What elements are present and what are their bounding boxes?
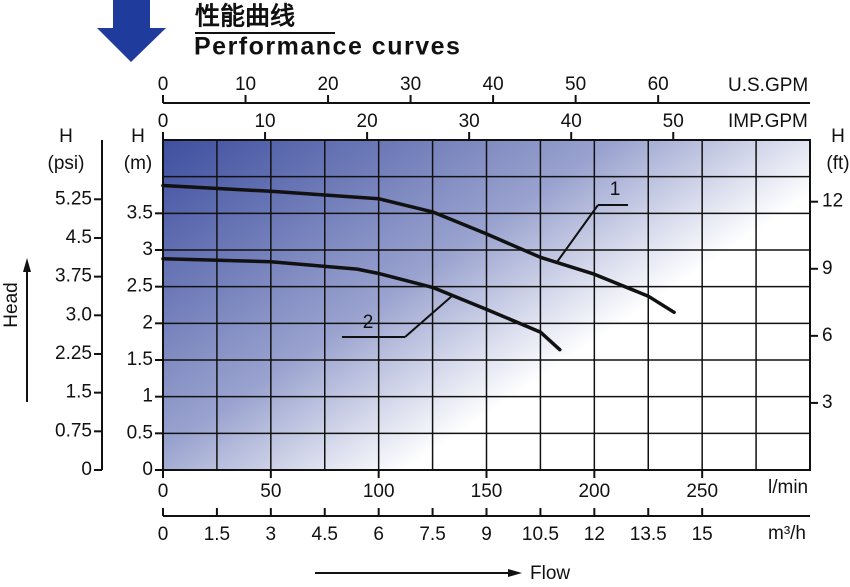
x-tick-label: 4.5 [312,524,338,545]
x-tick-label: 20 [317,74,338,95]
x-tick-label: 0 [158,524,169,545]
x-tick-label: 30 [400,74,421,95]
y-tick-label: 0.75 [55,420,92,441]
x-tick-label: 50 [663,111,684,132]
y-axis-name: H [131,126,145,147]
x-tick-label: 50 [260,481,281,502]
x-tick-label: 40 [483,74,504,95]
performance-curve [161,257,562,352]
y-tick-label: 6 [822,325,833,346]
x-axis-unit: l/min [768,477,808,498]
y-axis-title: Head [1,282,22,327]
x-tick-label: 13.5 [630,524,667,545]
y-tick-label: 1.5 [66,382,92,403]
x-tick-label: 0 [158,481,169,502]
y-axis-name: H [59,126,73,147]
y-tick-label: 0 [142,459,153,480]
y-tick-label: 5.25 [55,188,92,209]
x-tick-label: 40 [561,111,582,132]
x-tick-label: 150 [471,481,503,502]
x-axis-unit: m³/h [768,523,806,544]
callout-line [404,295,453,338]
y-tick-label: 0 [81,459,92,480]
curve-label: 2 [363,312,374,333]
y-tick-label: 0.5 [127,422,153,443]
y-axis-unit: (m) [124,153,152,174]
x-axis-unit: IMP.GPM [728,111,808,132]
x-tick-label: 50 [565,74,586,95]
x-tick-label: 60 [648,74,669,95]
x-tick-label: 0 [158,74,169,95]
x-tick-label: 250 [686,481,718,502]
y-tick-label: 3.5 [127,202,153,223]
x-tick-label: 100 [363,481,395,502]
x-tick-label: 12 [584,524,605,545]
y-axis-unit: (psi) [48,153,85,174]
head-arrow-head [23,258,31,272]
x-tick-label: 10.5 [522,524,559,545]
y-axis-name: H [831,126,845,147]
x-tick-label: 6 [373,524,384,545]
y-tick-label: 2.25 [55,343,92,364]
x-tick-label: 3 [266,524,277,545]
x-tick-label: 200 [578,481,610,502]
y-tick-label: 3 [142,239,153,260]
y-tick-label: 2.5 [127,276,153,297]
y-axis-unit: (ft) [826,153,849,174]
y-tick-label: 3 [822,392,833,413]
x-tick-label: 10 [235,74,256,95]
x-axis-title: Flow [530,563,570,582]
y-tick-label: 4.5 [66,227,92,248]
y-tick-label: 12 [822,191,843,212]
chart-subtitle: Performance curves [194,33,461,61]
x-tick-label: 30 [459,111,480,132]
curve-label: 1 [610,179,621,200]
x-axis-unit: U.S.GPM [728,75,808,96]
y-tick-label: 1.5 [127,349,153,370]
flow-arrow-head [508,569,522,577]
x-tick-label: 7.5 [419,524,445,545]
title-arrow [97,0,166,62]
x-tick-label: 20 [357,111,378,132]
y-tick-label: 9 [822,258,833,279]
performance-curve [161,183,676,315]
callout-line [556,204,599,263]
y-tick-label: 2 [142,312,153,333]
x-tick-label: 1.5 [204,524,230,545]
y-tick-label: 3.75 [55,266,92,287]
x-tick-label: 0 [158,111,169,132]
y-tick-label: 1 [142,386,153,407]
x-tick-label: 15 [692,524,713,545]
x-tick-label: 10 [254,111,275,132]
x-tick-label: 9 [481,524,492,545]
chart-title: 性能曲线 [195,2,295,31]
y-tick-label: 3.0 [66,304,92,325]
